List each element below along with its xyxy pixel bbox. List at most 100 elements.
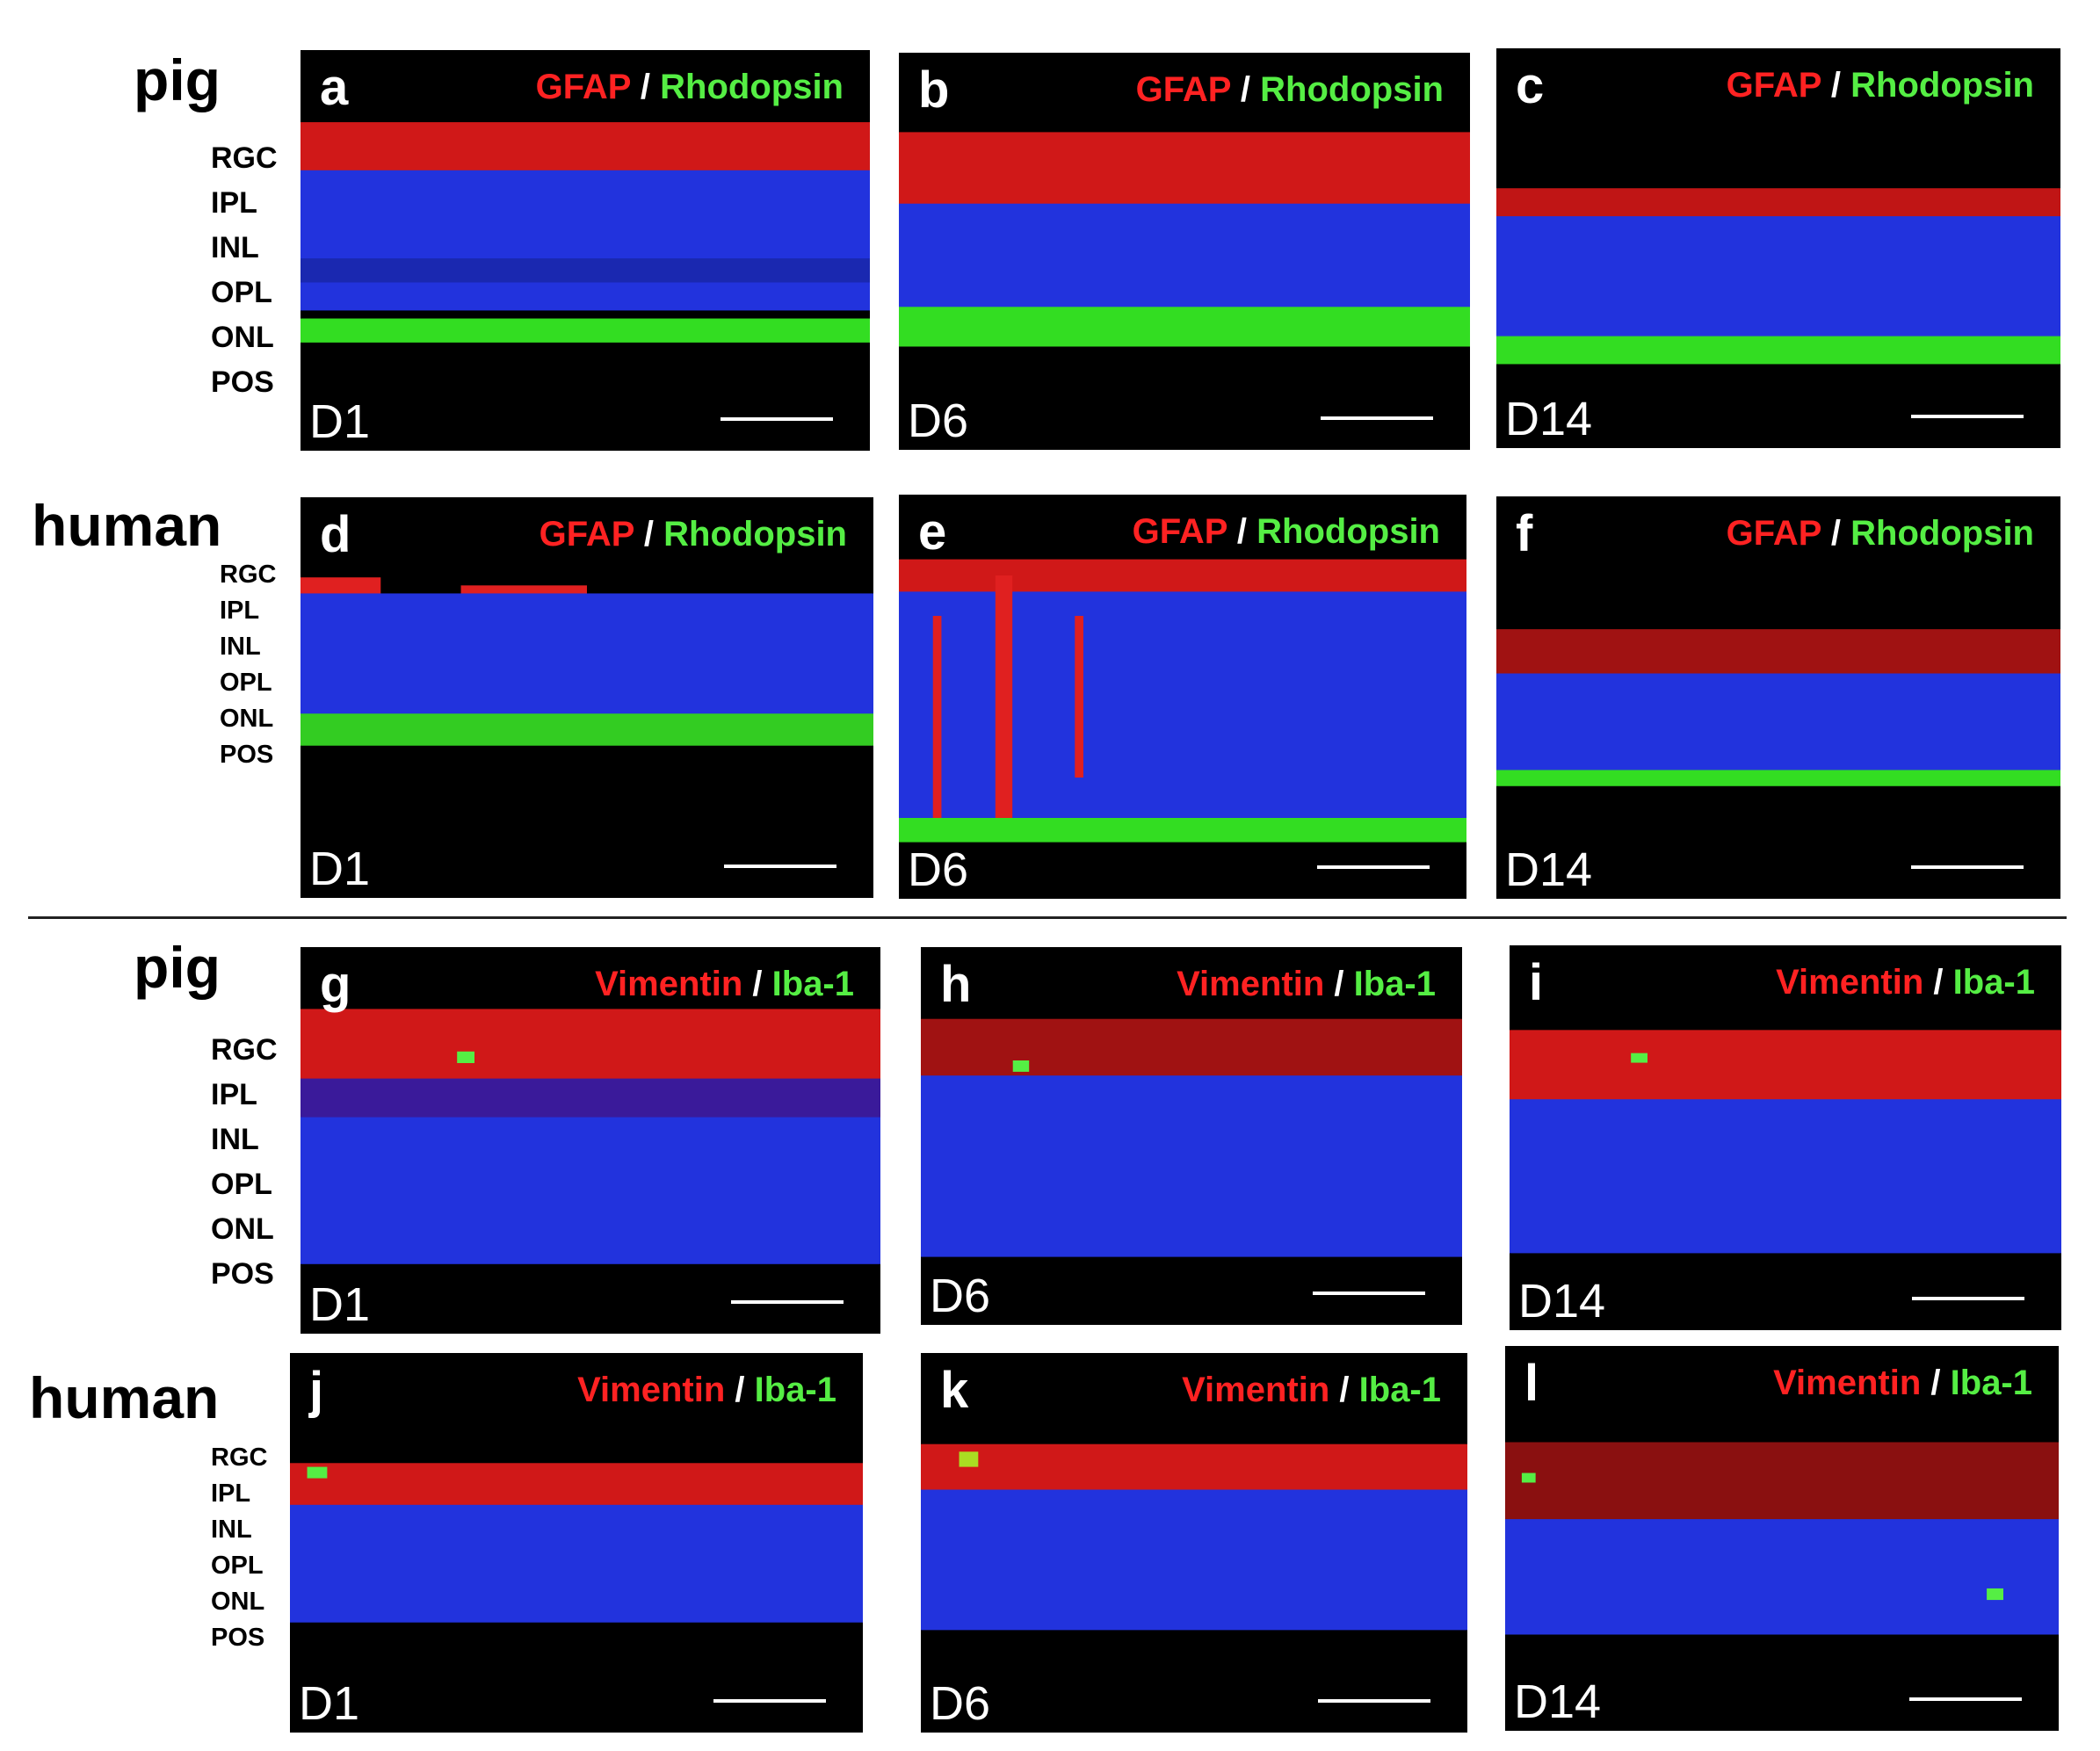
stain-legend: Vimentin / Iba-1 (1177, 966, 1436, 1002)
stain-red: Vimentin (595, 965, 743, 1003)
stain-red: Vimentin (577, 1371, 726, 1409)
layer-label-rgc: RGC (211, 1443, 268, 1472)
stain-green: Iba-1 (1353, 965, 1436, 1003)
layer-label-opl: OPL (211, 276, 272, 309)
micrograph-panel-f: f GFAP / Rhodopsin D14 (1496, 496, 2060, 899)
stain-red: GFAP (1726, 514, 1821, 553)
scale-bar (1911, 865, 2024, 869)
stain-legend: Vimentin / Iba-1 (1773, 1365, 2032, 1400)
day-label: D6 (908, 843, 969, 896)
micrograph-panel-d: d GFAP / Rhodopsin D1 (301, 497, 873, 898)
panel-letter: d (320, 506, 351, 563)
retina-section-image (899, 132, 1470, 347)
retina-layer-labels: RGC IPL INL OPL ONL POS (211, 136, 278, 405)
stain-red: GFAP (1726, 66, 1821, 105)
scale-bar (1313, 1292, 1425, 1295)
layer-label-onl: ONL (220, 705, 274, 733)
layer-label-opl: OPL (220, 669, 272, 697)
scale-bar (724, 865, 836, 868)
stain-green: Iba-1 (1950, 1364, 2032, 1402)
stain-separator: / (640, 68, 651, 106)
species-label-pig: pig (134, 935, 221, 1000)
stain-legend: GFAP / Rhodopsin (1727, 516, 2034, 551)
stain-red: Vimentin (1773, 1364, 1922, 1402)
layer-label-inl: INL (211, 1123, 259, 1156)
panel-letter: a (320, 59, 349, 116)
retina-section-image (301, 577, 873, 746)
retina-section-image (301, 122, 870, 343)
layer-label-onl: ONL (211, 1212, 274, 1246)
layer-label-pos: POS (220, 741, 274, 769)
species-label-pig: pig (134, 47, 221, 112)
panel-letter: k (940, 1362, 969, 1419)
micrograph-panel-l: l Vimentin / Iba-1 D14 (1505, 1346, 2059, 1731)
panel-letter: g (320, 956, 351, 1013)
retina-section-image (899, 559, 1466, 843)
panel-letter: b (918, 62, 950, 119)
stain-green: Rhodopsin (1256, 512, 1440, 551)
day-label: D14 (1514, 1675, 1602, 1728)
stain-separator: / (1830, 66, 1842, 105)
stain-legend: Vimentin / Iba-1 (1776, 965, 2035, 1000)
retina-section-image (921, 1443, 1467, 1631)
stain-red: GFAP (535, 68, 631, 106)
day-label: D14 (1505, 843, 1593, 896)
layer-label-ipl: IPL (211, 186, 257, 220)
retina-section-image (1510, 1030, 2061, 1254)
layer-label-onl: ONL (211, 1588, 265, 1616)
micrograph-panel-e: e GFAP / Rhodopsin D6 (899, 495, 1466, 899)
stain-legend: GFAP / Rhodopsin (1133, 514, 1440, 549)
stain-legend: Vimentin / Iba-1 (595, 966, 854, 1002)
retina-section-image (290, 1463, 863, 1623)
stain-green: Rhodopsin (1260, 70, 1444, 109)
day-label: D1 (299, 1677, 360, 1730)
species-label-human: human (29, 1365, 220, 1430)
retina-section-image (1496, 629, 2060, 786)
layer-label-inl: INL (211, 231, 259, 264)
stain-red: Vimentin (1182, 1371, 1330, 1409)
stain-separator: / (1830, 514, 1842, 553)
stain-legend: GFAP / Rhodopsin (1136, 72, 1444, 107)
day-label: D1 (309, 1278, 371, 1331)
layer-label-ipl: IPL (220, 597, 260, 625)
scale-bar (1318, 1699, 1430, 1703)
stain-separator: / (735, 1371, 745, 1409)
layer-label-rgc: RGC (220, 561, 277, 589)
layer-label-inl: INL (211, 1516, 252, 1544)
day-label: D14 (1505, 393, 1593, 445)
stain-green: Iba-1 (1952, 963, 2035, 1002)
day-label: D14 (1518, 1275, 1606, 1328)
panel-letter: l (1524, 1355, 1539, 1412)
stain-red: Vimentin (1776, 963, 1924, 1002)
stain-red: GFAP (1135, 70, 1231, 109)
stain-separator: / (1334, 965, 1344, 1003)
panel-letter: i (1529, 954, 1544, 1011)
stain-green: Rhodopsin (663, 515, 847, 554)
stain-separator: / (752, 965, 763, 1003)
retina-section-image (1505, 1442, 2059, 1635)
layer-label-rgc: RGC (211, 141, 278, 175)
stain-green: Iba-1 (754, 1371, 836, 1409)
stain-legend: GFAP / Rhodopsin (1727, 68, 2034, 103)
scale-bar (1911, 415, 2024, 418)
micrograph-panel-h: h Vimentin / Iba-1 D6 (921, 947, 1462, 1325)
stain-separator: / (643, 515, 655, 554)
stain-separator: / (1930, 1364, 1941, 1402)
day-label: D1 (309, 843, 371, 895)
scale-bar (1909, 1697, 2022, 1701)
micrograph-panel-c: c GFAP / Rhodopsin D14 (1496, 48, 2060, 448)
scale-bar (713, 1699, 826, 1703)
stain-legend: Vimentin / Iba-1 (1182, 1372, 1441, 1407)
micrograph-panel-j: j Vimentin / Iba-1 D1 (290, 1353, 863, 1733)
stain-legend: Vimentin / Iba-1 (577, 1372, 836, 1407)
layer-label-inl: INL (220, 633, 261, 661)
micrograph-panel-g: g Vimentin / Iba-1 D1 (301, 947, 880, 1334)
micrograph-panel-k: k Vimentin / Iba-1 D6 (921, 1353, 1467, 1733)
panel-letter: h (940, 956, 972, 1013)
stain-separator: / (1339, 1371, 1350, 1409)
panel-letter: f (1516, 505, 1533, 562)
retina-layer-labels: RGC IPL INL OPL ONL POS (220, 557, 276, 773)
layer-label-ipl: IPL (211, 1078, 257, 1111)
layer-label-onl: ONL (211, 321, 274, 354)
stain-red: GFAP (1132, 512, 1227, 551)
